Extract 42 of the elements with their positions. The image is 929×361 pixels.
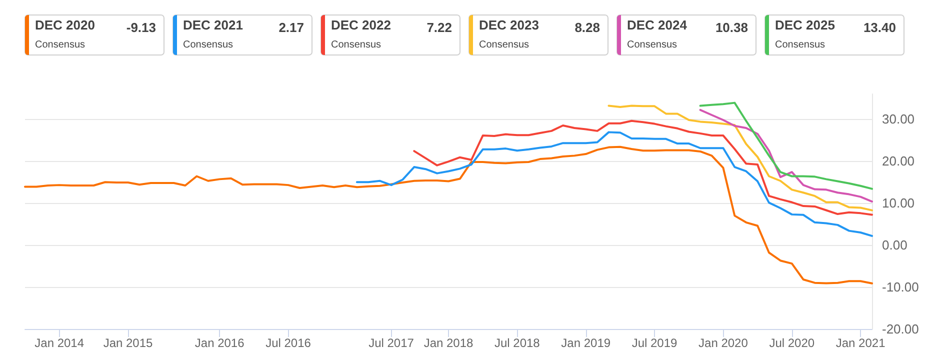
- legend-label: DEC 2024: [627, 18, 688, 32]
- legend-label: DEC 2022: [331, 18, 391, 32]
- x-tick-label: Jul 2019: [632, 336, 678, 350]
- text: 10.38: [715, 20, 748, 35]
- line-series: [24, 146, 873, 284]
- x-tick-label: Jul 2020: [769, 336, 815, 350]
- text: Consensus: [627, 40, 678, 50]
- x-tick-label: Jan 2015: [103, 336, 154, 350]
- text: Consensus: [775, 40, 826, 50]
- text: Consensus: [479, 40, 530, 50]
- x-tick-label: Jan 2020: [698, 336, 748, 350]
- text: Consensus: [331, 40, 382, 50]
- line-series: [608, 104, 873, 212]
- text: -9.13: [126, 20, 156, 35]
- line-series: [356, 131, 873, 237]
- x-tick-label: Jan 2021: [836, 336, 886, 350]
- text: 2.17: [278, 20, 304, 35]
- text: 7.22: [426, 20, 452, 35]
- text: 8.28: [574, 20, 600, 35]
- y-tick-label: 0.00: [882, 238, 908, 253]
- x-tick-label: Jul 2016: [266, 336, 312, 350]
- x-tick-label: Jan 2014: [34, 336, 84, 350]
- y-tick-label: 30.00: [882, 112, 915, 127]
- legend-label: DEC 2025: [775, 18, 835, 32]
- y-tick-label: 20.00: [882, 154, 915, 169]
- x-tick-label: Jan 2019: [561, 336, 611, 350]
- line-series: [413, 120, 873, 216]
- y-tick-label: -10.00: [882, 280, 919, 295]
- line-series: [699, 102, 873, 190]
- legend-label: DEC 2020: [35, 18, 95, 32]
- legend-label: DEC 2023: [479, 18, 539, 32]
- x-tick-label: Jul 2017: [368, 336, 414, 350]
- x-tick-label: Jan 2016: [194, 336, 245, 350]
- x-tick-label: Jul 2018: [494, 336, 540, 350]
- text: Consensus: [183, 40, 234, 50]
- line-series: [699, 108, 873, 203]
- text: 13.40: [863, 20, 896, 35]
- legend-label: DEC 2021: [183, 18, 243, 32]
- x-tick-label: Jan 2018: [424, 336, 474, 350]
- text: Consensus: [35, 40, 86, 50]
- y-tick-label: -20.00: [882, 322, 919, 336]
- y-tick-label: 10.00: [882, 196, 915, 211]
